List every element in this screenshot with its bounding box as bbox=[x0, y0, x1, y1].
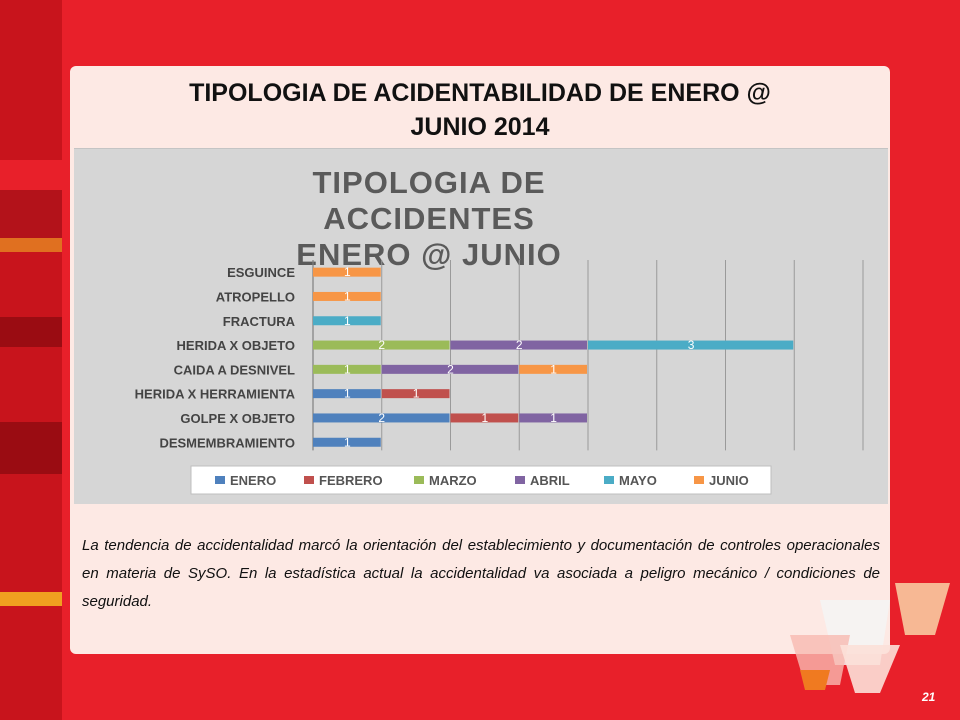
bar-segment bbox=[381, 389, 450, 399]
data-label: 1 bbox=[344, 435, 351, 449]
legend-swatch bbox=[414, 476, 424, 484]
data-label: 1 bbox=[344, 362, 351, 376]
category-label: FRACTURA bbox=[223, 314, 296, 329]
data-label: 1 bbox=[344, 265, 351, 279]
legend-label: MAYO bbox=[619, 473, 657, 488]
category-label: GOLPE X OBJETO bbox=[180, 411, 295, 426]
data-label: 1 bbox=[344, 289, 351, 303]
bar-segment bbox=[313, 340, 450, 350]
bar-segment bbox=[450, 340, 587, 350]
legend-label: FEBRERO bbox=[319, 473, 383, 488]
stripe-block bbox=[0, 0, 62, 160]
category-label: ESGUINCE bbox=[227, 265, 295, 280]
legend-box bbox=[190, 465, 772, 495]
caption-text: La tendencia de accidentalidad marcó la … bbox=[82, 537, 880, 610]
chart-title-line1: TIPOLOGIA DE ACCIDENTES bbox=[312, 165, 546, 236]
stripe-block bbox=[0, 474, 62, 592]
category-label: HERIDA X HERRAMIENTA bbox=[135, 387, 296, 402]
legend-swatch bbox=[694, 476, 704, 484]
bar-segment bbox=[313, 413, 450, 423]
stripe-orange-band bbox=[0, 238, 62, 252]
legend-label: MARZO bbox=[429, 473, 477, 488]
data-label: 1 bbox=[344, 387, 351, 401]
stripe-block bbox=[0, 160, 62, 190]
category-label: HERIDA X OBJETO bbox=[177, 338, 295, 353]
data-label: 1 bbox=[413, 387, 420, 401]
page-number: 21 bbox=[922, 690, 936, 704]
stripe-block bbox=[0, 190, 62, 238]
data-label: 2 bbox=[447, 362, 454, 376]
bar-segment bbox=[519, 364, 587, 374]
legend-swatch bbox=[604, 476, 614, 484]
stripe-block bbox=[0, 317, 62, 347]
legend-swatch bbox=[515, 476, 525, 484]
bar-segment bbox=[381, 364, 519, 374]
slide-title: TIPOLOGIA DE ACIDENTABILIDAD DE ENERO @ … bbox=[70, 76, 890, 144]
data-label: 2 bbox=[516, 338, 523, 352]
brand-logo-graphic bbox=[790, 583, 950, 693]
left-decorative-stripe bbox=[0, 0, 62, 720]
chart-svg: ESGUINCE 1 ATROPELLO 1 FRACTURA 1 HERIDA X OBJ… bbox=[135, 260, 864, 495]
slide-title-line1: TIPOLOGIA DE ACIDENTABILIDAD DE ENERO @ bbox=[189, 79, 771, 107]
chart-title: TIPOLOGIA DE ACCIDENTES ENERO @ JUNIO bbox=[204, 165, 654, 273]
data-label: 2 bbox=[378, 411, 385, 425]
data-label: 1 bbox=[482, 411, 489, 425]
bar-segment bbox=[450, 413, 519, 423]
stripe-yellow-band bbox=[0, 592, 62, 606]
legend-label: JUNIO bbox=[709, 473, 749, 488]
category-label: CAIDA A DESNIVEL bbox=[174, 362, 295, 377]
bar-segment bbox=[313, 267, 381, 277]
legend-label: ENERO bbox=[230, 473, 276, 488]
legend-label: ABRIL bbox=[530, 473, 570, 488]
category-label: ATROPELLO bbox=[216, 289, 295, 304]
bar-segment bbox=[313, 316, 381, 326]
chart-area: TIPOLOGIA DE ACCIDENTES ENERO @ JUNIO ES… bbox=[74, 148, 888, 504]
logo-shape bbox=[895, 583, 950, 635]
data-label: 3 bbox=[688, 338, 695, 352]
data-label: 1 bbox=[344, 314, 351, 328]
legend-swatch bbox=[304, 476, 314, 484]
data-label: 2 bbox=[378, 338, 385, 352]
bar-segment bbox=[313, 389, 381, 399]
logo-shape bbox=[800, 670, 830, 690]
stripe-block bbox=[0, 606, 62, 720]
logo-shape bbox=[840, 645, 900, 693]
data-label: 1 bbox=[550, 362, 557, 376]
bar-segment bbox=[313, 291, 381, 301]
slide-title-line2: JUNIO 2014 bbox=[410, 113, 550, 141]
bar-segment bbox=[313, 437, 381, 447]
stripe-block bbox=[0, 252, 62, 317]
legend-swatch bbox=[215, 476, 225, 484]
bar-segment bbox=[588, 340, 794, 350]
stripe-block bbox=[0, 422, 62, 474]
category-label: DESMEMBRAMIENTO bbox=[159, 435, 295, 450]
stripe-block bbox=[0, 347, 62, 422]
bar-segment bbox=[519, 413, 587, 423]
data-label: 1 bbox=[550, 411, 557, 425]
bar-segment bbox=[313, 364, 381, 374]
chart-title-line2: ENERO @ JUNIO bbox=[296, 237, 562, 272]
